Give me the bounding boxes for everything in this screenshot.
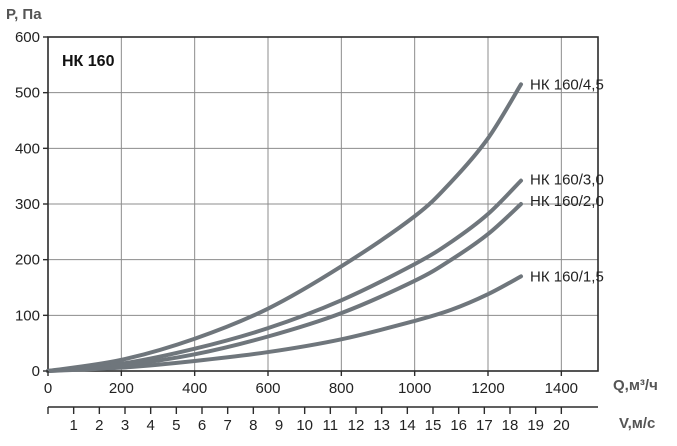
y-tick-label: 400 bbox=[15, 140, 40, 157]
velocity-tick-label: 17 bbox=[476, 417, 493, 434]
velocity-tick-label: 14 bbox=[399, 417, 416, 434]
velocity-tick-label: 13 bbox=[373, 417, 390, 434]
velocity-axis-title: V,м/с bbox=[619, 415, 655, 432]
y-tick-label: 100 bbox=[15, 307, 40, 324]
x-tick-label: 1000 bbox=[398, 380, 431, 397]
x-axis-ticks: 0 200 400 600 800 1000 1200 1400 bbox=[44, 371, 578, 397]
series-label-2: НК 160/3,0 bbox=[530, 172, 604, 189]
velocity-tick-label: 5 bbox=[172, 417, 180, 434]
velocity-tick-label: 4 bbox=[146, 417, 154, 434]
series-line-3 bbox=[46, 202, 523, 373]
x-tick-label: 1400 bbox=[545, 380, 578, 397]
velocity-tick-label: 12 bbox=[348, 417, 365, 434]
velocity-tick-label: 2 bbox=[95, 417, 103, 434]
series-lines bbox=[46, 82, 523, 373]
x-tick-label: 400 bbox=[182, 380, 207, 397]
velocity-tick-label: 11 bbox=[323, 417, 339, 434]
y-tick-label: 200 bbox=[15, 252, 40, 269]
velocity-tick-label: 15 bbox=[425, 417, 442, 434]
velocity-tick-label: 16 bbox=[450, 417, 467, 434]
y-tick-label: 0 bbox=[32, 363, 40, 380]
series-labels: НК 160/4,5 НК 160/3,0 НК 160/2,0 НК 160/1,5 bbox=[530, 76, 604, 285]
x-tick-label: 1200 bbox=[471, 380, 504, 397]
velocity-tick-label: 9 bbox=[275, 417, 283, 434]
velocity-tick-label: 8 bbox=[249, 417, 257, 434]
velocity-tick-label: 1 bbox=[69, 417, 77, 434]
velocity-axis-ticks: 1 2 3 4 5 6 7 8 9 10 11 12 13 14 15 16 17 18 19 20 bbox=[47, 407, 570, 434]
x-tick-label: 800 bbox=[329, 380, 354, 397]
velocity-tick-label: 6 bbox=[198, 417, 206, 434]
series-label-1: НК 160/4,5 bbox=[530, 76, 604, 93]
y-tick-label: 300 bbox=[15, 196, 40, 213]
y-axis-title: P, Па bbox=[6, 6, 42, 23]
y-tick-label: 600 bbox=[15, 29, 40, 46]
series-line-4 bbox=[46, 274, 523, 373]
x-tick-label: 600 bbox=[255, 380, 280, 397]
velocity-tick-label: 10 bbox=[296, 417, 313, 434]
x-tick-label: 200 bbox=[109, 380, 134, 397]
series-line-2 bbox=[46, 178, 523, 373]
x-tick-label: 0 bbox=[44, 380, 52, 397]
x-axis-title: Q,м³/ч bbox=[613, 377, 658, 394]
chart-title: НК 160 bbox=[62, 53, 115, 70]
series-label-4: НК 160/1,5 bbox=[530, 268, 604, 285]
series-label-3: НК 160/2,0 bbox=[530, 193, 604, 210]
velocity-tick-label: 19 bbox=[527, 417, 544, 434]
velocity-tick-label: 3 bbox=[121, 417, 129, 434]
y-tick-label: 500 bbox=[15, 85, 40, 102]
y-axis-ticks: 0 100 200 300 400 500 600 bbox=[15, 29, 48, 380]
velocity-tick-label: 20 bbox=[553, 417, 570, 434]
velocity-tick-label: 7 bbox=[223, 417, 231, 434]
velocity-tick-label: 18 bbox=[502, 417, 519, 434]
series-line-1 bbox=[46, 82, 523, 373]
